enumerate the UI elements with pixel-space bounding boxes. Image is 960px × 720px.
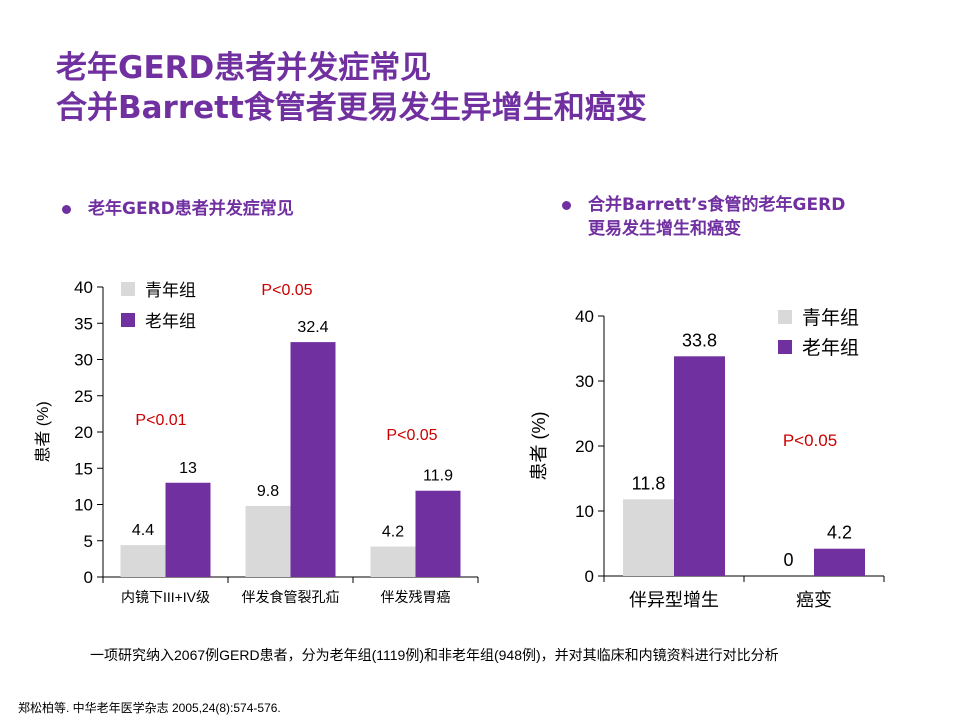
p-value-label: P<0.01 <box>135 412 186 429</box>
right-bullet-line-2: 更易发生增生和癌变 <box>588 219 741 239</box>
legend-label: 青年组 <box>802 307 859 329</box>
y-tick-label: 20 <box>74 423 93 442</box>
y-axis-title: 患者 (%) <box>529 412 549 481</box>
bullet-dot-icon <box>562 201 571 210</box>
p-value-label: P<0.05 <box>783 431 837 450</box>
y-axis-title: 患者 (%) <box>34 401 52 462</box>
chart-left: 0 5 10 15 20 25 30 35 40 患者 (%) 4.4 13 内镜下III+IV级 9.8… <box>34 278 479 605</box>
x-category-label: 伴异型增生 <box>629 590 719 610</box>
y-tick-label: 0 <box>84 568 93 587</box>
data-label: 0 <box>783 550 793 570</box>
x-category-label: 内镜下III+IV级 <box>121 589 210 605</box>
data-label: 11.9 <box>423 468 453 485</box>
y-tick-label: 30 <box>575 372 594 391</box>
bar-young <box>120 545 166 577</box>
y-tick-label: 30 <box>74 351 93 370</box>
bar-old <box>814 548 865 576</box>
legend-swatch <box>121 313 135 327</box>
bar-old <box>165 482 211 577</box>
bar-old <box>290 342 336 577</box>
legend-swatch <box>121 282 135 296</box>
title-line-1: 老年GERD患者并发症常见 <box>56 50 432 86</box>
left-bullet-text: 老年GERD患者并发症常见 <box>88 199 294 219</box>
y-tick-label: 5 <box>84 532 93 551</box>
data-label: 32.4 <box>297 319 328 336</box>
data-label: 13 <box>179 460 197 477</box>
y-tick-label: 35 <box>74 314 93 333</box>
slide-title: 老年GERD患者并发症常见 合并Barrett食管者更易发生异增生和癌变 <box>56 48 647 128</box>
data-label: 11.8 <box>632 473 666 493</box>
x-category-label: 伴发残胃癌 <box>381 589 451 605</box>
bar-young <box>623 499 674 576</box>
legend-label: 老年组 <box>145 312 196 331</box>
right-bullet: 合并Barrett’s食管的老年GERD 更易发生增生和癌变 <box>562 193 846 241</box>
x-category-label: 伴发食管裂孔疝 <box>242 589 340 605</box>
chart-right: 0 10 20 30 40 患者 (%) 11.8 33.8 伴异型增生 0 4.2 癌变 青年组老年组… <box>529 307 885 610</box>
y-tick-label: 40 <box>74 278 93 297</box>
data-label: 9.8 <box>257 483 279 500</box>
data-label: 4.2 <box>827 523 852 543</box>
legend-label: 青年组 <box>145 281 196 300</box>
legend-swatch <box>778 310 792 324</box>
reference: 郑松柏等. 中华老年医学杂志 2005,24(8):574-576. <box>18 701 281 715</box>
data-label: 33.8 <box>682 330 717 350</box>
y-tick-label: 25 <box>74 387 93 406</box>
bar-old <box>674 356 725 576</box>
y-tick-label: 0 <box>585 567 594 586</box>
y-tick-label: 15 <box>74 459 93 478</box>
data-label: 4.2 <box>382 524 404 541</box>
x-category-label: 癌变 <box>796 590 832 610</box>
data-label: 4.4 <box>132 522 154 539</box>
bar-young <box>245 505 291 577</box>
study-footnote: 一项研究纳入2067例GERD患者，分为老年组(1119例)和非老年组(948例… <box>90 647 779 663</box>
title-line-2: 合并Barrett食管者更易发生异增生和癌变 <box>56 90 647 126</box>
bar-old <box>415 490 461 577</box>
y-tick-label: 10 <box>575 502 594 521</box>
legend-label: 老年组 <box>802 337 859 359</box>
p-value-label: P<0.05 <box>261 282 312 299</box>
bar-young <box>370 546 416 577</box>
bullet-dot-icon <box>62 205 71 214</box>
y-tick-label: 20 <box>575 437 594 456</box>
left-bullet: 老年GERD患者并发症常见 <box>62 197 294 221</box>
legend-swatch <box>778 340 792 354</box>
p-value-label: P<0.05 <box>386 427 437 444</box>
y-tick-label: 40 <box>575 307 594 326</box>
y-tick-label: 10 <box>74 496 93 515</box>
right-bullet-line-1: 合并Barrett’s食管的老年GERD <box>588 195 846 215</box>
